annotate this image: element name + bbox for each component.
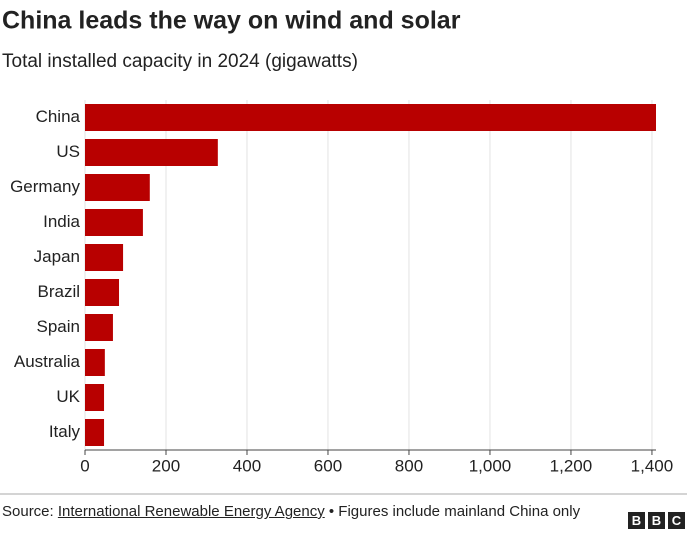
- bar: [85, 139, 218, 166]
- x-tick-label: 1,200: [550, 456, 593, 475]
- x-tick-label: 200: [152, 456, 180, 475]
- chart-title: China leads the way on wind and solar: [2, 7, 461, 35]
- x-tick-label: 800: [395, 456, 423, 475]
- logo-letter: B: [648, 512, 665, 529]
- y-tick-label: US: [56, 142, 80, 161]
- y-tick-label: UK: [56, 387, 80, 406]
- bar: [85, 314, 113, 341]
- bar: [85, 174, 150, 201]
- source-note: • Figures include mainland China only: [328, 503, 581, 520]
- x-tick-label: 1,000: [469, 456, 512, 475]
- bar: [85, 384, 105, 411]
- bar: [85, 244, 124, 271]
- chart-subtitle: Total installed capacity in 2024 (gigawa…: [2, 51, 358, 72]
- y-tick-label: Spain: [37, 317, 80, 336]
- bar: [85, 419, 105, 446]
- y-tick-label: Germany: [10, 177, 80, 196]
- source-label: Source:: [2, 503, 54, 520]
- x-tick-label: 600: [314, 456, 342, 475]
- bar: [85, 104, 656, 131]
- source-link[interactable]: International Renewable Energy Agency: [57, 503, 325, 520]
- bar: [85, 279, 120, 306]
- y-tick-label: Japan: [34, 247, 80, 266]
- y-tick-label: Italy: [49, 422, 81, 441]
- y-tick-label: Australia: [14, 352, 81, 371]
- y-tick-label: Brazil: [37, 282, 80, 301]
- y-tick-label: China: [36, 107, 81, 126]
- x-tick-label: 1,400: [631, 456, 674, 475]
- logo-letter: B: [628, 512, 645, 529]
- y-tick-label: India: [43, 212, 80, 231]
- bar: [85, 349, 105, 376]
- source: Source: International Renewable Energy A…: [2, 502, 602, 522]
- bar: [85, 209, 143, 236]
- x-tick-label: 0: [80, 456, 89, 475]
- x-tick-label: 400: [233, 456, 261, 475]
- logo-letter: C: [668, 512, 685, 529]
